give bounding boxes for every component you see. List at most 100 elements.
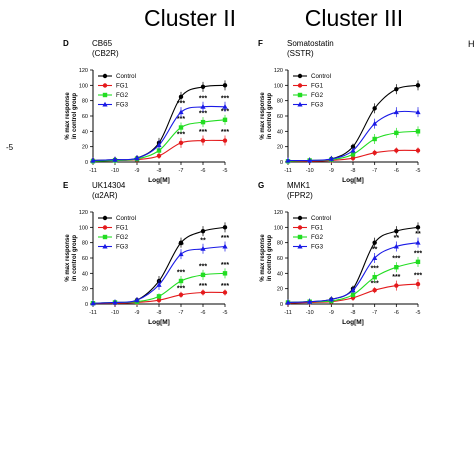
y-axis-label: % max response in control group xyxy=(260,234,273,282)
data-point xyxy=(222,117,228,123)
significance-label: *** xyxy=(177,116,185,123)
y-tick-label: 60 xyxy=(82,256,88,262)
data-point xyxy=(285,299,291,305)
y-axis-label-line1: % max response xyxy=(65,234,71,282)
significance-label: *** xyxy=(199,129,207,136)
y-axis-label-line2: in control group xyxy=(72,235,78,281)
data-point xyxy=(394,86,399,92)
data-point xyxy=(394,265,399,270)
legend-marker xyxy=(297,83,303,88)
y-tick-label: 100 xyxy=(79,83,88,89)
x-tick-label: -5 xyxy=(416,168,421,174)
panel-title: MMK1 xyxy=(287,181,311,190)
x-tick-label: -5 xyxy=(416,310,421,316)
left-edge-tick-label: -5 xyxy=(6,143,14,152)
right-edge-panel-letter: H xyxy=(468,39,474,49)
legend-label: FG3 xyxy=(311,102,324,109)
legend-label: FG2 xyxy=(116,92,129,99)
x-tick-label: -7 xyxy=(179,168,184,174)
panel-subtitle: (α2AR) xyxy=(92,191,118,200)
significance-label: ** xyxy=(394,235,400,242)
y-axis-label-line1: % max response xyxy=(65,92,71,140)
data-point xyxy=(200,119,206,125)
data-point xyxy=(200,246,206,251)
data-point xyxy=(156,294,162,299)
data-point xyxy=(415,259,421,265)
data-point xyxy=(394,148,399,153)
legend-label: Control xyxy=(311,73,331,80)
significance-label: ** xyxy=(372,247,378,254)
data-point xyxy=(200,272,206,278)
panel-title: UK14304 xyxy=(92,181,126,190)
significance-label: *** xyxy=(371,266,379,273)
x-axis-label: Log[M] xyxy=(148,177,170,184)
y-tick-label: 80 xyxy=(277,99,283,105)
legend-label: FG2 xyxy=(311,234,324,241)
data-point xyxy=(350,147,356,153)
legend-marker xyxy=(297,215,303,221)
data-point xyxy=(415,148,421,153)
y-tick-label: 20 xyxy=(82,145,88,151)
data-point xyxy=(372,274,377,280)
data-point xyxy=(178,278,184,284)
data-point xyxy=(156,297,162,303)
y-tick-label: 80 xyxy=(277,241,283,247)
data-point xyxy=(394,228,399,234)
panel-letter: D xyxy=(63,39,69,48)
significance-label: *** xyxy=(177,285,185,292)
y-tick-label: 120 xyxy=(274,210,283,216)
panel-title: CB65 xyxy=(92,39,113,48)
significance-label: *** xyxy=(177,270,185,277)
legend-marker xyxy=(297,73,303,79)
data-point xyxy=(394,130,399,136)
series-FG3: **** *** xyxy=(90,235,229,307)
y-axis-label-line2: in control group xyxy=(72,93,78,139)
data-point xyxy=(372,106,377,111)
legend-label: FG2 xyxy=(311,92,324,99)
significance-label: *** xyxy=(221,108,229,115)
legend-label: Control xyxy=(311,215,331,222)
y-tick-label: 0 xyxy=(85,160,88,166)
significance-label: ** xyxy=(200,237,206,244)
y-tick-label: 60 xyxy=(277,256,283,262)
data-point xyxy=(222,243,228,249)
significance-label: *** xyxy=(221,129,229,136)
data-point xyxy=(285,157,291,163)
series-FG3 xyxy=(285,107,421,164)
panel-D: D CB65(CB2R) 0 20 40 60 80 100 120 -11 -10 -9 -8 -7 -6… xyxy=(63,39,229,184)
x-axis-label: Log[M] xyxy=(342,177,364,184)
data-point xyxy=(200,84,206,90)
y-axis-label-line1: % max response xyxy=(260,234,266,282)
data-point xyxy=(307,298,313,304)
data-point xyxy=(178,251,184,257)
y-tick-label: 0 xyxy=(280,302,283,308)
data-point xyxy=(372,150,377,155)
data-point xyxy=(200,104,206,109)
y-tick-label: 40 xyxy=(82,129,88,135)
data-point xyxy=(350,292,356,297)
legend-marker xyxy=(102,215,108,221)
data-point xyxy=(394,283,399,288)
data-point xyxy=(350,155,356,161)
legend-marker xyxy=(297,101,303,107)
significance-label: *** xyxy=(392,274,400,281)
cluster-iii-title: Cluster III xyxy=(305,5,403,31)
data-point xyxy=(415,281,421,287)
series-FG3: *** *** xyxy=(285,231,421,306)
panel-subtitle: (CB2R) xyxy=(92,49,119,58)
y-tick-label: 0 xyxy=(280,160,283,166)
significance-label: *** xyxy=(221,262,229,269)
x-tick-label: -7 xyxy=(179,310,184,316)
legend: Control FG1 FG2 FG3 xyxy=(98,73,136,109)
y-tick-label: 20 xyxy=(277,287,283,293)
data-point xyxy=(156,148,162,153)
significance-label: *** xyxy=(177,101,185,108)
data-point xyxy=(415,109,421,115)
y-axis-label: % max response in control group xyxy=(260,92,273,140)
x-axis-label: Log[M] xyxy=(342,319,364,326)
legend-marker xyxy=(102,73,108,79)
data-point xyxy=(307,157,313,163)
data-point xyxy=(328,296,334,302)
y-tick-label: 120 xyxy=(79,68,88,74)
data-point xyxy=(415,83,421,88)
